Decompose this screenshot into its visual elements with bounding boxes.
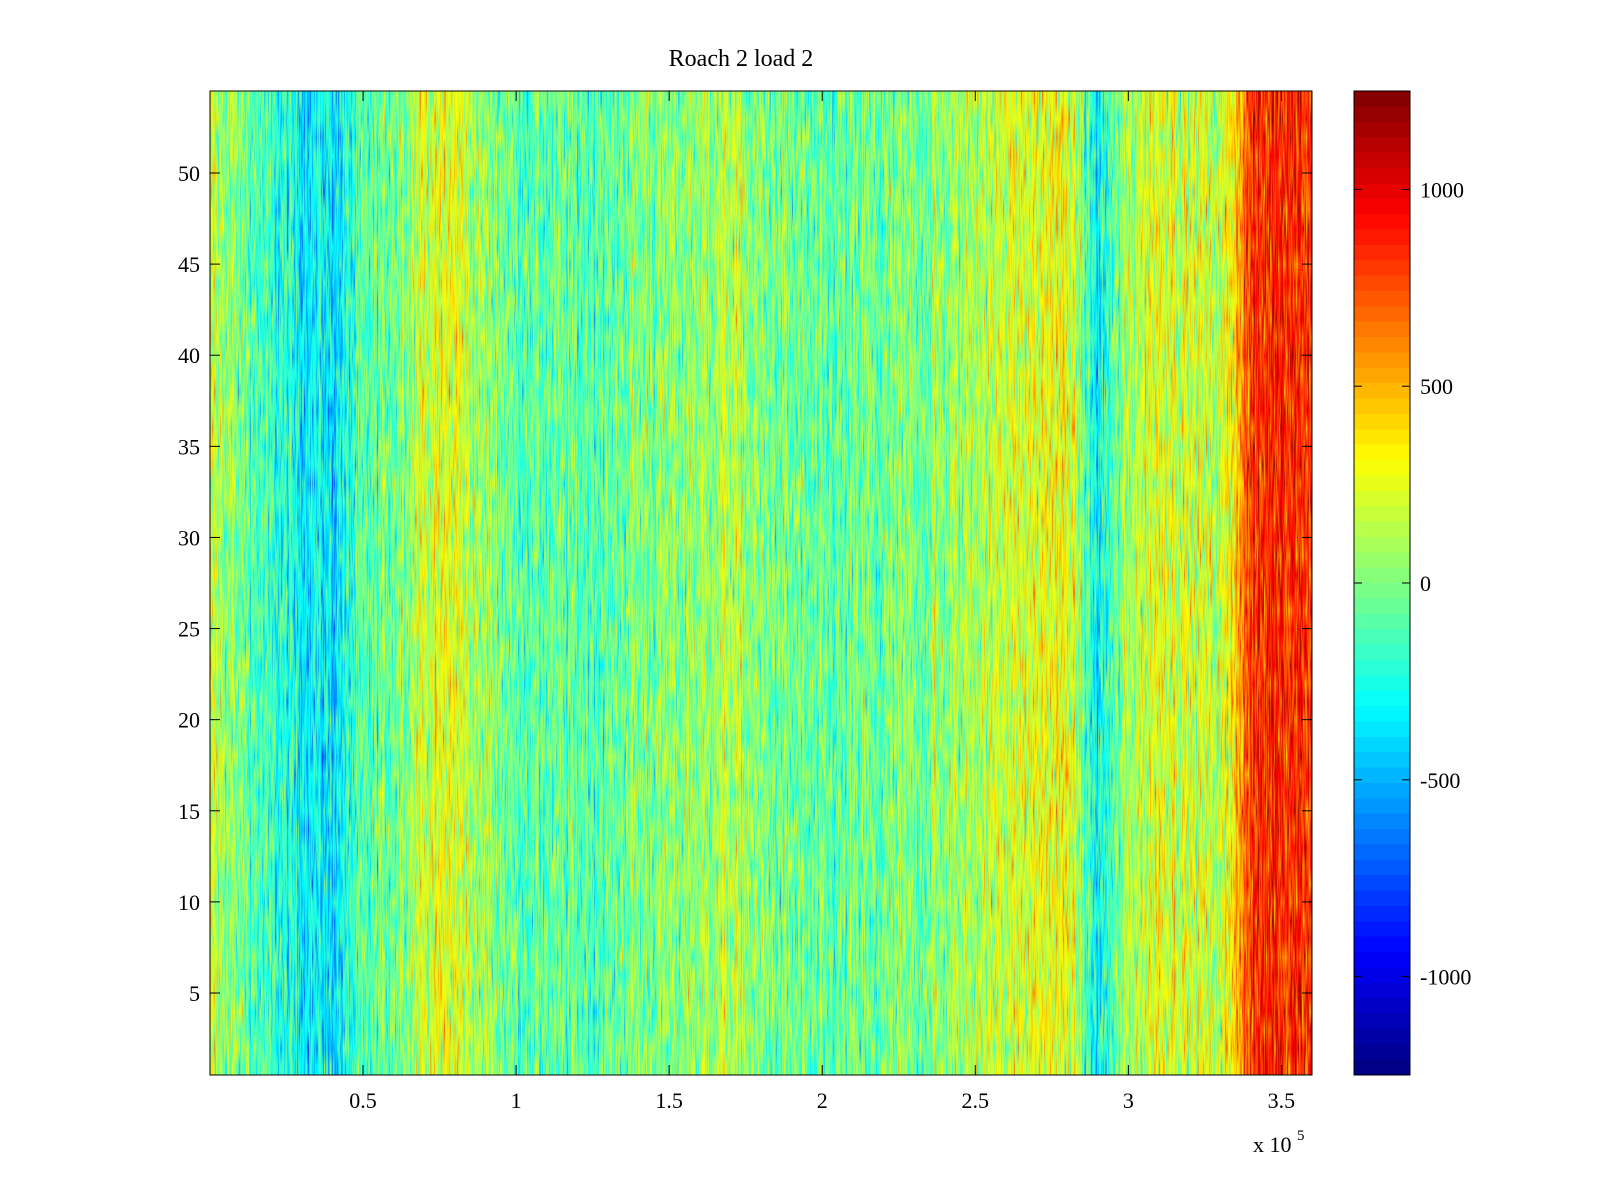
x-tick-label: 3 <box>1123 1088 1134 1113</box>
y-tick-label: 50 <box>178 161 200 186</box>
x-tick-label: 1.5 <box>655 1088 683 1113</box>
y-tick-label: 45 <box>178 252 200 277</box>
x-axis-multiplier: x 10 5 <box>1253 1128 1305 1157</box>
colorbar-gradient <box>1354 91 1410 1075</box>
colorbar-tick-label: 1000 <box>1420 177 1464 202</box>
colorbar-tick-label: -1000 <box>1420 965 1471 990</box>
y-tick-label: 5 <box>189 981 200 1006</box>
colorbar-tick-label: -500 <box>1420 768 1460 793</box>
x-tick-label: 1 <box>511 1088 522 1113</box>
colorbar-tick-label: 500 <box>1420 374 1453 399</box>
x-tick-label: 2.5 <box>962 1088 990 1113</box>
x-tick-label: 3.5 <box>1268 1088 1296 1113</box>
y-tick-label: 10 <box>178 890 200 915</box>
x-axis: 0.5 1 1.5 2 2.5 3 3.5 <box>349 91 1295 1113</box>
chart-title: Roach 2 load 2 <box>669 46 814 72</box>
y-axis: 5 10 15 20 25 30 35 40 45 50 <box>178 161 1312 1006</box>
x-axis-multiplier-base: x 10 <box>1253 1132 1292 1157</box>
plot-frame <box>209 90 1313 1076</box>
heatmap-area <box>210 91 1312 1075</box>
y-tick-label: 15 <box>178 799 200 824</box>
y-tick-label: 35 <box>178 434 200 459</box>
y-tick-label: 40 <box>178 343 200 368</box>
colorbar-tick-label: 0 <box>1420 571 1431 596</box>
x-axis-multiplier-exponent: 5 <box>1297 1128 1305 1144</box>
y-tick-label: 20 <box>178 708 200 733</box>
x-tick-label: 2 <box>817 1088 828 1113</box>
colorbar-ticks: 1000 500 0 -500 -1000 <box>1354 177 1471 990</box>
heatmap-image <box>210 91 1312 1075</box>
x-tick-label: 0.5 <box>349 1088 377 1113</box>
colorbar: 1000 500 0 -500 -1000 <box>1353 90 1471 1076</box>
y-tick-label: 30 <box>178 525 200 550</box>
y-tick-label: 25 <box>178 617 200 642</box>
